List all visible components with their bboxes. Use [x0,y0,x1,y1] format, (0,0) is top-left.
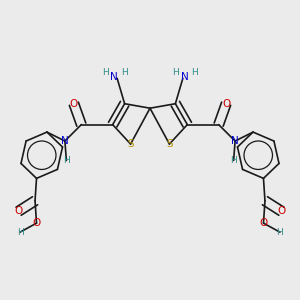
Text: S: S [166,139,173,149]
Text: O: O [70,99,78,109]
Text: N: N [61,136,69,146]
Text: H: H [17,228,23,237]
Text: S: S [127,139,134,149]
Text: N: N [182,72,189,82]
Text: O: O [32,218,41,228]
Text: H: H [102,68,109,77]
Text: N: N [231,136,239,146]
Text: H: H [191,68,198,77]
Text: N: N [110,72,118,82]
Text: O: O [259,218,268,228]
Text: O: O [277,206,286,216]
Text: O: O [222,99,230,109]
Text: H: H [277,228,283,237]
Text: H: H [172,68,179,77]
Text: H: H [63,156,70,165]
Text: H: H [121,68,128,77]
Text: O: O [14,206,23,216]
Text: H: H [230,156,237,165]
